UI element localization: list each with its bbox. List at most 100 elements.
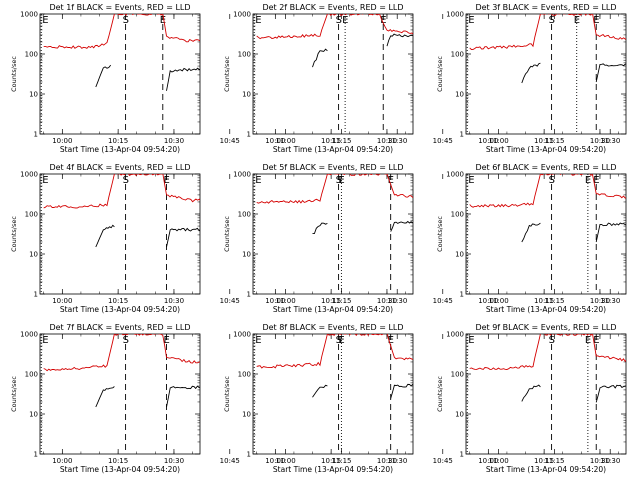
x-tick-label: 11:15 <box>331 137 351 145</box>
y-axis-label: Counts/sec <box>223 56 231 92</box>
y-tick-label: 100 <box>25 51 38 59</box>
chart-panel-3: Det 3f BLACK = Events, RED = LLD 1 10 100 10… <box>436 3 627 154</box>
x-tick-label: 11:30 <box>600 137 620 145</box>
plot-frame <box>39 173 201 295</box>
x-tick-label: 10:30 <box>590 137 610 145</box>
x-tick-label: 11:15 <box>331 297 351 305</box>
x-tick-label: 10:00 <box>52 137 72 145</box>
series-events-trace <box>595 222 626 243</box>
x-tick-label: 10:30 <box>164 297 184 305</box>
y-axis-label: Counts/sec <box>10 376 18 412</box>
y-tick-label: 10 <box>455 251 464 259</box>
x-tick-label: 10:45 <box>433 457 453 465</box>
series-events-trace <box>95 386 115 408</box>
marker-label-1: E <box>255 335 261 346</box>
x-tick-label: 11:00 <box>275 297 295 305</box>
plot-frame <box>252 13 414 135</box>
y-tick-label: 10 <box>29 251 38 259</box>
y-tick-label: 1000 <box>233 331 251 339</box>
x-tick-label: 10:00 <box>52 297 72 305</box>
y-tick-label: 1 <box>247 291 251 299</box>
y-tick-label: 1 <box>460 291 464 299</box>
y-tick-label: 1 <box>460 131 464 139</box>
x-tick-label: 10:15 <box>534 137 554 145</box>
x-tick-label: 10:00 <box>52 457 72 465</box>
x-tick-label: 10:45 <box>220 297 240 305</box>
marker-label-2: S <box>123 175 129 186</box>
marker-label-1: E <box>468 15 474 26</box>
x-tick-label: 10:00 <box>478 297 498 305</box>
x-tick-label: 11:30 <box>600 297 620 305</box>
x-tick-label: 11:30 <box>387 297 407 305</box>
marker-label-4: E <box>342 15 348 26</box>
marker-label-1: E <box>255 175 261 186</box>
series-events-trace <box>595 63 626 83</box>
chart-title: Det 1f BLACK = Events, RED = LLD <box>49 3 190 12</box>
marker-label-1: E <box>42 15 48 26</box>
y-tick-label: 10 <box>242 411 251 419</box>
y-tick-label: 1 <box>247 131 251 139</box>
marker-label-2: S <box>123 335 129 346</box>
marker-label-3: E <box>593 15 599 26</box>
y-tick-label: 1 <box>34 291 38 299</box>
x-tick-label: 10:30 <box>377 457 397 465</box>
x-tick-label: 10:30 <box>377 297 397 305</box>
x-tick-label: 10:30 <box>164 457 184 465</box>
y-axis-label: Counts/sec <box>223 216 231 252</box>
chart-title: Det 2f BLACK = Events, RED = LLD <box>262 3 403 12</box>
x-tick-label: 11:00 <box>275 457 295 465</box>
x-tick-label: 10:45 <box>433 297 453 305</box>
y-tick-label: 1 <box>34 131 38 139</box>
plot-frame <box>252 173 414 295</box>
y-tick-label: 100 <box>451 211 464 219</box>
x-tick-label: 10:00 <box>265 137 285 145</box>
chart-title: Det 9f BLACK = Events, RED = LLD <box>475 323 616 332</box>
y-axis-label: Counts/sec <box>436 376 444 412</box>
series-events-trace <box>312 48 328 68</box>
x-axis-label: Start Time (13-Apr-04 09:54:20) <box>486 465 606 474</box>
marker-label-1: E <box>468 175 474 186</box>
marker-label-3: E <box>593 175 599 186</box>
y-tick-label: 1000 <box>20 11 38 19</box>
series-lld-trace <box>469 174 626 208</box>
plot-frame <box>465 13 627 135</box>
y-tick-label: 1000 <box>233 171 251 179</box>
y-tick-label: 1000 <box>20 331 38 339</box>
y-tick-label: 1 <box>34 451 38 459</box>
y-axis-label: Counts/sec <box>436 216 444 252</box>
y-tick-label: 1 <box>460 451 464 459</box>
x-tick-label: 11:15 <box>544 297 564 305</box>
series-lld-trace <box>43 334 200 372</box>
chart-panel-7: Det 7f BLACK = Events, RED = LLD 1 10 100 10… <box>10 323 407 474</box>
series-lld-trace <box>43 174 200 209</box>
marker-label-2: S <box>549 175 555 186</box>
x-tick-label: 11:30 <box>600 457 620 465</box>
marker-label-2: S <box>336 15 342 26</box>
marker-label-2: S <box>549 335 555 346</box>
x-tick-label: 11:00 <box>488 137 508 145</box>
series-events-trace <box>166 67 200 91</box>
y-axis-label: Counts/sec <box>10 216 18 252</box>
x-tick-label: 10:15 <box>534 457 554 465</box>
y-tick-label: 1000 <box>446 331 464 339</box>
x-tick-label: 11:15 <box>331 457 351 465</box>
y-tick-label: 100 <box>451 51 464 59</box>
x-tick-label: 10:15 <box>108 297 128 305</box>
x-axis-label: Start Time (13-Apr-04 09:54:20) <box>486 305 606 314</box>
x-tick-label: 10:00 <box>265 297 285 305</box>
y-tick-label: 1000 <box>446 171 464 179</box>
y-tick-label: 100 <box>25 371 38 379</box>
marker-label-2: S <box>336 335 342 346</box>
y-axis-label: Counts/sec <box>223 376 231 412</box>
marker-label-1: E <box>468 335 474 346</box>
x-tick-label: 10:15 <box>321 137 341 145</box>
x-axis-label: Start Time (13-Apr-04 09:54:20) <box>60 145 180 154</box>
plot-frame <box>465 333 627 455</box>
x-tick-label: 10:00 <box>265 457 285 465</box>
x-tick-label: 11:15 <box>544 137 564 145</box>
series-lld-trace <box>469 334 626 370</box>
marker-label-4: E <box>574 15 580 26</box>
marker-label-3: E <box>160 15 166 26</box>
y-axis-label: Counts/sec <box>436 56 444 92</box>
y-tick-label: 1000 <box>446 11 464 19</box>
